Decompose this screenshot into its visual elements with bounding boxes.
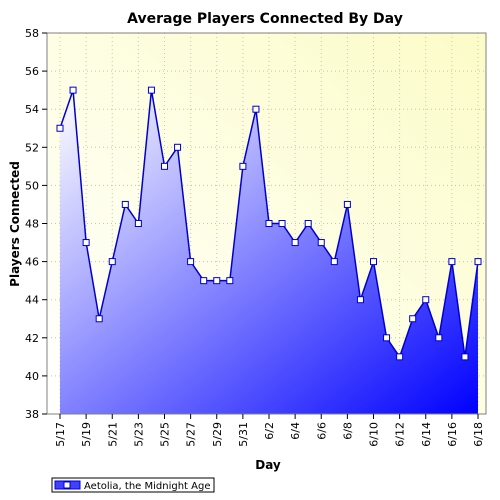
- x-tick-label: 6/10: [368, 422, 381, 447]
- data-point: [82, 239, 90, 247]
- x-tick-label: 5/25: [159, 422, 172, 447]
- data-point: [69, 86, 77, 94]
- data-point: [278, 220, 286, 227]
- x-axis-title: Day: [255, 458, 281, 472]
- data-point: [383, 334, 391, 342]
- y-tick-label: 44: [25, 294, 39, 307]
- data-points: [56, 86, 482, 361]
- data-point: [56, 124, 64, 132]
- y-tick-label: 48: [25, 218, 39, 231]
- y-tick-label: 40: [25, 370, 39, 383]
- x-tick-label: 5/23: [132, 422, 145, 447]
- y-tick-label: 42: [25, 332, 39, 345]
- data-point: [121, 200, 129, 208]
- x-axis: 5/17 5/19 5/21 5/23 5/25 5/27 5/29 5/31 6/2 6/4 6/…: [54, 414, 485, 447]
- data-point: [448, 258, 456, 266]
- data-point: [422, 296, 430, 304]
- x-tick-label: 6/6: [315, 422, 328, 440]
- data-point: [343, 200, 351, 208]
- data-point: [265, 220, 273, 227]
- y-tick-label: 46: [25, 256, 39, 269]
- x-tick-label: 6/16: [446, 422, 459, 447]
- legend-label: Aetolia, the Midnight Age: [84, 481, 210, 492]
- y-tick-label: 56: [25, 65, 39, 78]
- legend-box: [51, 477, 215, 493]
- x-tick-label: 6/8: [341, 422, 354, 440]
- data-point: [370, 258, 377, 266]
- data-point: [304, 220, 312, 227]
- data-point: [187, 258, 195, 266]
- y-tick-label: 52: [25, 141, 39, 154]
- x-tick-label: 6/18: [472, 422, 485, 447]
- data-point: [174, 143, 182, 151]
- data-point: [95, 315, 103, 323]
- x-tick-label: 5/31: [237, 422, 250, 447]
- data-point: [356, 296, 364, 304]
- data-point: [461, 353, 469, 361]
- series-area: [60, 90, 478, 415]
- data-point: [213, 277, 221, 285]
- x-tick-label: 5/19: [80, 422, 93, 447]
- data-point: [108, 258, 116, 266]
- x-tick-label: 5/17: [54, 422, 67, 447]
- chart-title: Average Players Connected By Day: [127, 11, 403, 27]
- x-tick-label: 5/27: [185, 422, 198, 447]
- data-point: [147, 86, 155, 94]
- data-point: [409, 315, 417, 323]
- legend-marker: [63, 481, 71, 489]
- data-point: [239, 162, 247, 170]
- data-point: [252, 105, 260, 113]
- data-point: [435, 334, 443, 342]
- data-point: [317, 239, 325, 247]
- data-point: [330, 258, 338, 266]
- data-point: [291, 239, 299, 247]
- x-tick-label: 5/29: [211, 422, 224, 447]
- x-tick-label: 6/12: [394, 422, 407, 447]
- data-point: [161, 162, 168, 170]
- data-point: [134, 220, 142, 227]
- y-tick-label: 54: [25, 103, 39, 116]
- y-tick-label: 50: [25, 179, 39, 192]
- x-tick-label: 6/14: [420, 422, 433, 447]
- data-point: [200, 277, 208, 285]
- y-axis: 38 40 42 44 46 48 50 52 54 56 58: [25, 27, 47, 421]
- y-tick-label: 58: [25, 27, 39, 40]
- legend: Aetolia, the Midnight Age: [51, 477, 215, 493]
- data-point: [226, 277, 234, 285]
- y-tick-label: 38: [25, 408, 39, 421]
- x-tick-label: 6/2: [263, 422, 276, 440]
- x-tick-label: 6/4: [289, 422, 302, 440]
- data-point: [474, 258, 482, 266]
- data-point: [396, 353, 404, 361]
- y-axis-title: Players Connected: [8, 161, 22, 287]
- x-tick-label: 5/21: [106, 422, 119, 447]
